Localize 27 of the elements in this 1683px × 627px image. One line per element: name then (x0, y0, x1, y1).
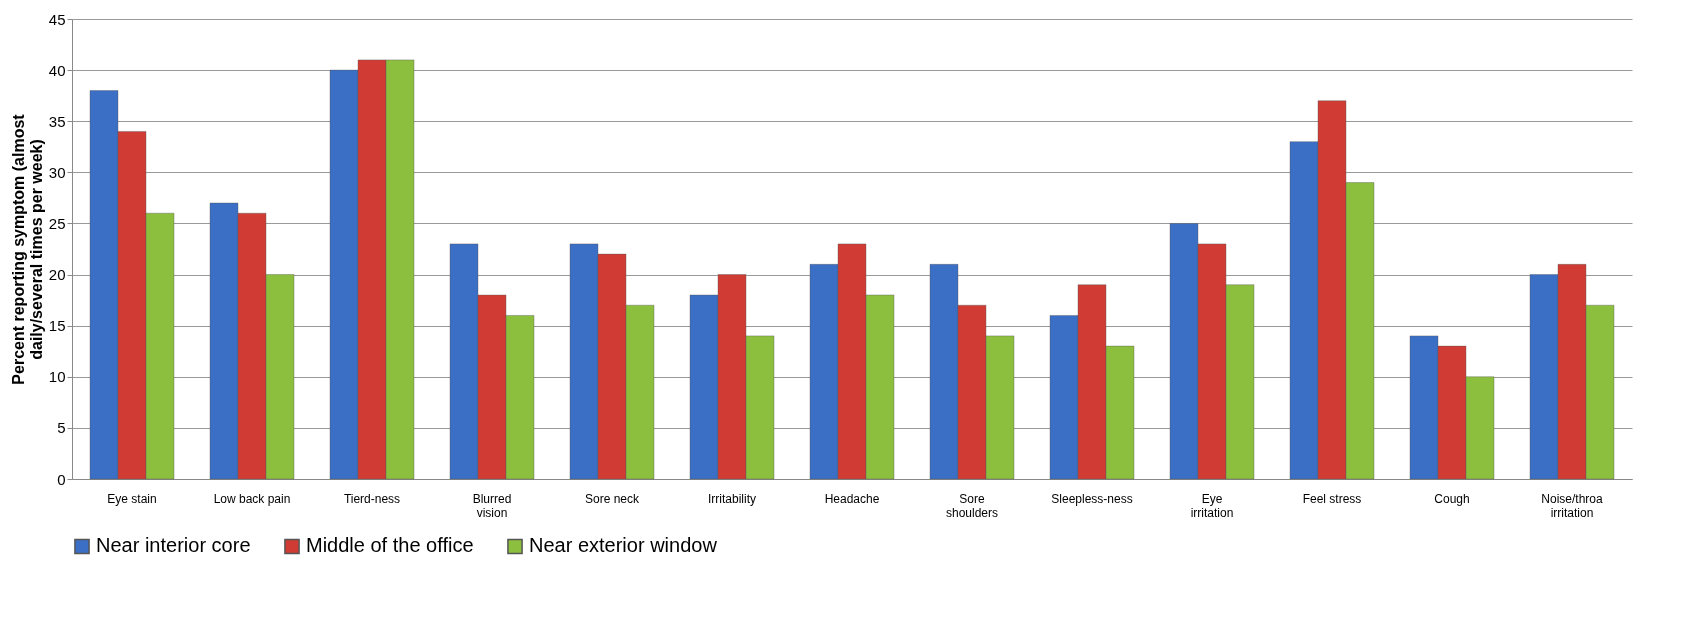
y-tick-label: 15 (48, 317, 66, 335)
y-tick-label: 40 (48, 61, 66, 79)
y-tick-label: 10 (48, 368, 66, 386)
x-tick-label: Noise/throa irritation (1541, 491, 1603, 520)
x-tick-label: Sleepless-ness (1051, 491, 1133, 506)
x-tick-label: Cough (1434, 491, 1470, 506)
x-tick-label: Tierd-ness (343, 491, 401, 506)
y-tick-label: 25 (48, 214, 66, 232)
x-tick-label: Feel stress (1302, 491, 1362, 506)
x-tick-label: Sore shoulders (945, 491, 999, 520)
y-tick-label: 0 (57, 470, 66, 488)
y-tick-label: 35 (48, 112, 66, 130)
legend-label: Near interior core (96, 534, 251, 557)
x-tick-label: Blurred vision (472, 491, 512, 520)
legend-label: Near exterior window (529, 534, 718, 557)
y-tick-label: 30 (48, 163, 66, 181)
x-tick-label: Sore neck (584, 491, 641, 506)
x-tick-label: Eye irritation (1190, 491, 1234, 520)
y-tick-label: 20 (48, 266, 66, 284)
x-tick-label: Low back pain (213, 491, 291, 506)
x-tick-label: Headache (824, 491, 880, 506)
x-tick-label: Eye stain (107, 491, 157, 506)
x-tick-label: Irritability (707, 491, 757, 506)
y-axis-title: Percent reporting symptom (almost daily/several times per week) (9, 113, 45, 385)
y-tick-label: 5 (57, 419, 66, 437)
legend-label: Middle of the office (306, 534, 474, 557)
y-tick-label: 45 (48, 10, 66, 28)
